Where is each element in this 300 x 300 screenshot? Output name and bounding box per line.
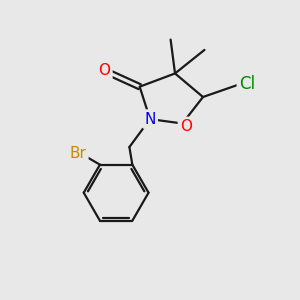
Text: O: O — [180, 119, 192, 134]
Text: O: O — [98, 63, 110, 78]
Text: Cl: Cl — [239, 75, 255, 93]
Text: Br: Br — [69, 146, 86, 161]
Text: N: N — [144, 112, 156, 127]
